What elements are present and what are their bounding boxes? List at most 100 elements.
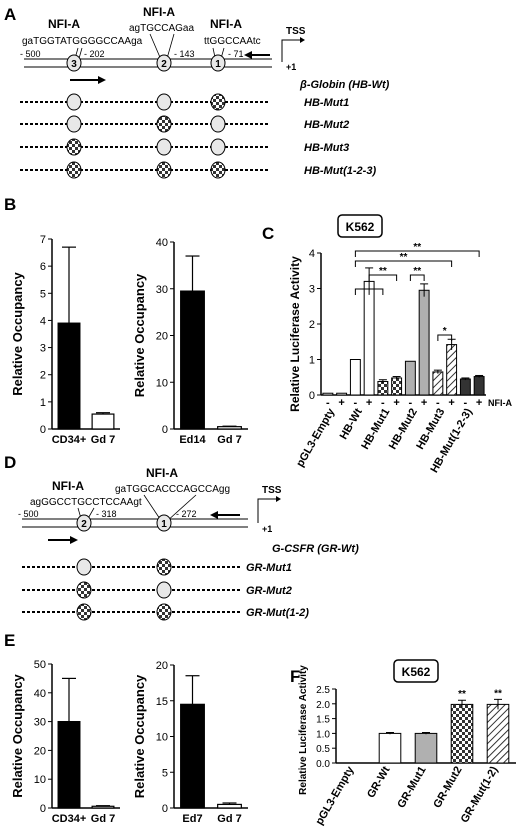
nfi-sign: + bbox=[338, 397, 344, 409]
y-tick-label: 6 bbox=[40, 261, 46, 273]
y-tick-label: 20 bbox=[34, 745, 46, 757]
bar bbox=[473, 376, 485, 396]
y-tick-label: 0 bbox=[40, 803, 46, 815]
bar bbox=[414, 732, 438, 764]
x-tick-label: GR-Mut1 bbox=[395, 765, 428, 811]
mutant-label: HB-Mut2 bbox=[304, 119, 349, 131]
gr-pos-site1: - 272 bbox=[176, 509, 197, 519]
y-tick-label: 10 bbox=[34, 774, 46, 786]
y-tick-label: 20 bbox=[156, 660, 168, 672]
site2-name: NFI-A bbox=[143, 5, 175, 19]
x-tick-label: Ed14 bbox=[179, 434, 206, 446]
gr-site1-seq: gaTGGCACCCAGCCAgg bbox=[115, 484, 230, 495]
bar bbox=[377, 381, 389, 396]
mutant-label: HB-Mut3 bbox=[304, 142, 349, 154]
y-tick-label: 1.0 bbox=[316, 729, 330, 740]
bar bbox=[217, 426, 242, 430]
bar bbox=[180, 703, 205, 809]
y-tick-label: 2 bbox=[40, 370, 46, 382]
y-tick-label: 0 bbox=[40, 424, 46, 436]
panel-letter-f: F bbox=[290, 667, 300, 686]
mutant-label: HB-Mut1 bbox=[304, 97, 349, 109]
gr-site2-name: NFI-A bbox=[52, 479, 84, 493]
significance-label: ** bbox=[379, 266, 387, 277]
panel-letter-b: B bbox=[4, 195, 16, 214]
gr-site2-seq: agGGCCTGCCTCCAAgt bbox=[30, 497, 142, 508]
x-tick-label: Gd 7 bbox=[217, 434, 241, 446]
x-tick-label: CD34+ bbox=[52, 434, 87, 446]
significance-bracket bbox=[368, 274, 398, 281]
construct-gr-wt: G-CSFR (GR-Wt) bbox=[272, 543, 359, 555]
nfi-legend-label: NFI-A bbox=[488, 398, 512, 408]
panel-letter-d: D bbox=[4, 453, 16, 472]
bar bbox=[57, 720, 81, 809]
panel-letter-e: E bbox=[4, 631, 15, 650]
mutant-tracks-d: GR-Mut1 GR-Mut2 GR-Mut(1-2) bbox=[22, 558, 309, 621]
y-axis-label: Relative Luciferase Activity bbox=[298, 665, 309, 795]
cell-line-box-c bbox=[337, 214, 383, 238]
gr-pos-start: - 500 bbox=[18, 509, 39, 519]
nfi-sign: - bbox=[436, 397, 440, 409]
cell-line-box-f bbox=[393, 659, 439, 683]
panel-d: D NFI-A agGGCCTGCCTCCAAgt NFI-A gaTGGCAC… bbox=[4, 453, 359, 621]
x-tick-label: Gd 7 bbox=[91, 434, 115, 446]
y-tick-label: 15 bbox=[156, 696, 168, 708]
bar bbox=[91, 805, 115, 809]
svg-text:2: 2 bbox=[81, 519, 87, 530]
site3-oval bbox=[66, 54, 82, 72]
x-group-label: pGL3-Empty bbox=[294, 406, 338, 469]
y-tick-label: 0 bbox=[162, 803, 168, 815]
significance-label: ** bbox=[494, 688, 502, 699]
gr-site2-oval bbox=[76, 514, 92, 532]
occupancy-chart-e-left: 0 10 20 30 40 50 Relative Occupancy CD34+ Gd 7 bbox=[10, 659, 120, 825]
x-tick-label: CD34+ bbox=[52, 813, 87, 825]
y-axis-label: Relative Luciferase Activity bbox=[288, 256, 302, 412]
y-axis-label: Relative Occupancy bbox=[10, 673, 25, 797]
svg-text:2: 2 bbox=[161, 59, 167, 70]
gr-plus1-label: +1 bbox=[262, 524, 272, 534]
site2-seq: agTGCCAGaa bbox=[129, 23, 194, 34]
svg-text:3: 3 bbox=[71, 59, 77, 70]
bar bbox=[336, 392, 348, 396]
significance-bracket bbox=[437, 334, 453, 341]
y-tick-label: 1 bbox=[40, 397, 46, 409]
construct-hb-wt: β-Globin (HB-Wt) bbox=[299, 79, 390, 91]
mutant-label: GR-Mut(1-2) bbox=[246, 607, 309, 619]
y-tick-label: 30 bbox=[156, 284, 168, 296]
bar bbox=[349, 359, 361, 396]
bar bbox=[446, 344, 458, 396]
y-tick-label: 30 bbox=[34, 717, 46, 729]
y-axis-label: Relative Occupancy bbox=[132, 674, 147, 798]
y-tick-label: 50 bbox=[34, 659, 46, 671]
significance-label: ** bbox=[400, 252, 408, 263]
nfi-sign: + bbox=[393, 397, 399, 409]
y-tick-label: 1 bbox=[309, 355, 315, 367]
y-tick-label: 0.5 bbox=[316, 744, 330, 755]
y-tick-label: 5 bbox=[162, 767, 168, 779]
svg-text:1: 1 bbox=[161, 519, 167, 530]
occupancy-chart-b-left: 0 1 2 3 4 5 6 7 Relative Occupancy CD34+ Gd 7 bbox=[10, 234, 120, 446]
mutant-label: HB-Mut(1-2-3) bbox=[304, 165, 376, 177]
y-axis-label: Relative Occupancy bbox=[132, 273, 147, 397]
y-tick-label: 1.5 bbox=[316, 715, 330, 726]
y-tick-label: 10 bbox=[156, 377, 168, 389]
y-tick-label: 2.0 bbox=[316, 700, 330, 711]
bar bbox=[450, 703, 474, 764]
bar bbox=[459, 378, 471, 396]
pos-start: - 500 bbox=[20, 49, 41, 59]
significance-label: ** bbox=[458, 689, 466, 700]
y-tick-label: 7 bbox=[40, 234, 46, 246]
x-tick-label: Ed7 bbox=[182, 813, 202, 825]
bar bbox=[57, 322, 81, 430]
significance-label: ** bbox=[413, 266, 421, 277]
panel-c: C K562 0 1 2 3 4 Relative Luciferase Activity… bbox=[262, 214, 512, 475]
bar bbox=[363, 280, 375, 396]
y-tick-label: 4 bbox=[309, 248, 315, 260]
occupancy-chart-e-right: 0 5 10 15 20 Relative Occupancy Ed7 Gd 7 bbox=[132, 660, 248, 825]
bar bbox=[322, 392, 334, 396]
significance-label: ** bbox=[413, 242, 421, 253]
y-tick-label: 4 bbox=[40, 315, 46, 327]
x-tick-label: GR-Wt bbox=[365, 764, 393, 800]
site2-oval bbox=[156, 54, 172, 72]
